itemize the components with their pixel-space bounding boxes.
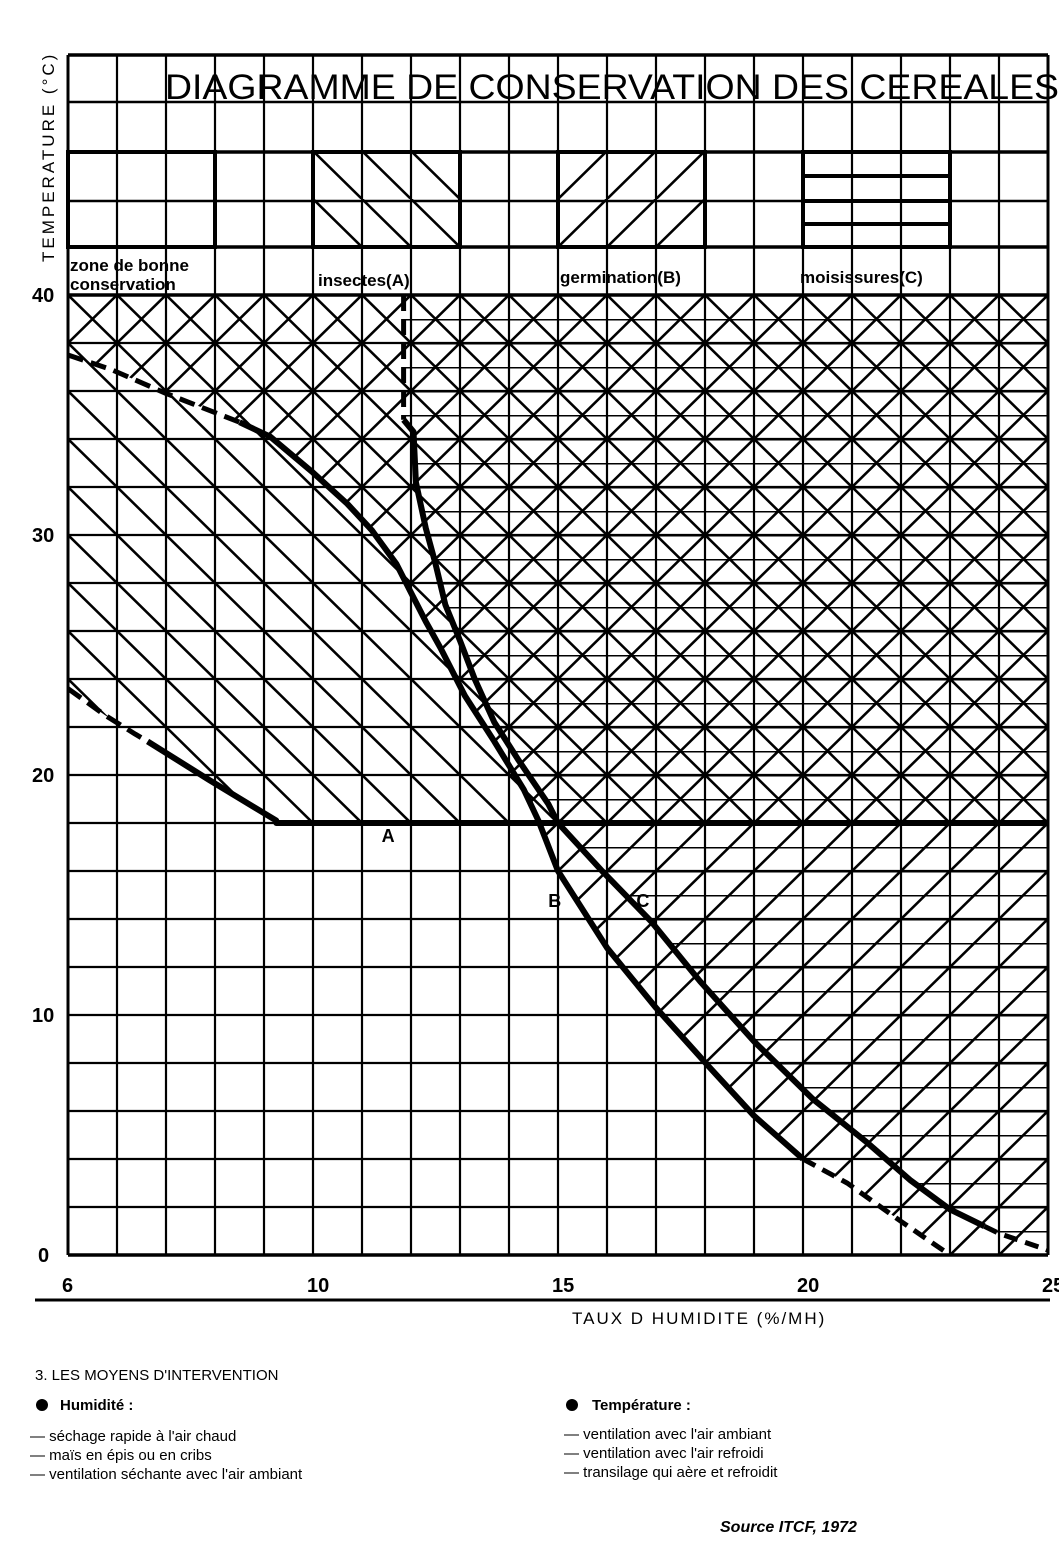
- curve-insect-lower-limit: [146, 738, 1048, 826]
- y-tick-label: 30: [32, 525, 54, 547]
- legend-label-germination: germination(B): [560, 268, 681, 287]
- x-tick-label: 20: [797, 1275, 819, 1297]
- curve-label-A: A: [382, 826, 395, 846]
- curve-A-B: [238, 419, 805, 1162]
- legend-label-insects: insectes(A): [318, 271, 410, 290]
- legend-label-good-zone-line2: conservation: [70, 275, 176, 294]
- temperature-item: — ventilation avec l'air refroidi: [564, 1445, 764, 1462]
- x-tick-label: 15: [552, 1275, 574, 1297]
- curve-insect-lower-limit-dashed: [66, 686, 149, 744]
- x-tick-label: 25: [1042, 1275, 1059, 1297]
- curve-label-B: B: [548, 891, 561, 911]
- x-tick-label: 6: [62, 1275, 73, 1297]
- y-axis-label: TEMPERATURE (°C): [39, 52, 58, 262]
- humidity-item: — ventilation séchante avec l'air ambian…: [30, 1466, 303, 1483]
- curve-label-C: C: [636, 891, 649, 911]
- bullet-icon: [566, 1399, 578, 1411]
- humidity-title: Humidité :: [60, 1397, 133, 1414]
- humidity-item: — maïs en épis ou en cribs: [30, 1447, 212, 1464]
- temperature-item: — ventilation avec l'air ambiant: [564, 1426, 772, 1443]
- humidity-item: — séchage rapide à l'air chaud: [30, 1428, 236, 1445]
- legend-swatch-none: [66, 150, 217, 249]
- y-tick-label: 20: [32, 765, 54, 787]
- curve-A-B-dashed: [67, 352, 241, 425]
- source-note: Source ITCF, 1972: [720, 1519, 857, 1536]
- temperature-title: Température :: [592, 1397, 691, 1414]
- curve-A-B-dashed-end: [801, 1156, 952, 1258]
- curve-C: [401, 417, 986, 1229]
- temperature-item: — transilage qui aère et refroidit: [564, 1464, 778, 1481]
- bullet-icon: [36, 1399, 48, 1411]
- legend-swatch-diagonal-forward: [556, 150, 707, 249]
- x-tick-label: 10: [307, 1275, 329, 1297]
- legend-label-moulds: moisissures(C): [800, 268, 923, 287]
- x-axis-label: TAUX D HUMIDITE (%/MH): [572, 1309, 826, 1328]
- y-tick-label: 40: [32, 285, 54, 307]
- legend-label-good-zone-line1: zone de bonne: [70, 256, 189, 275]
- y-tick-label: 10: [32, 1005, 54, 1027]
- legend-swatch-diagonal-back: [311, 150, 462, 249]
- y-tick-label: 0: [38, 1245, 49, 1267]
- chart-title: DIAGRAMME DE CONSERVATION DES CEREALES: [165, 68, 1059, 107]
- interventions-heading: 3. LES MOYENS D'INTERVENTION: [35, 1367, 278, 1384]
- curve-C-dashed-end: [983, 1223, 1049, 1253]
